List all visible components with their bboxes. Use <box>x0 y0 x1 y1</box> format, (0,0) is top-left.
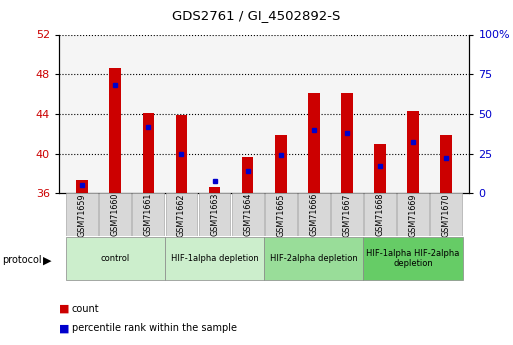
Bar <box>232 193 264 236</box>
Bar <box>264 237 364 280</box>
Bar <box>364 237 463 280</box>
Text: GSM71670: GSM71670 <box>442 193 451 237</box>
Text: GSM71663: GSM71663 <box>210 193 219 236</box>
Bar <box>66 237 165 280</box>
Bar <box>265 193 297 236</box>
Text: GSM71661: GSM71661 <box>144 193 153 236</box>
Bar <box>100 193 131 236</box>
Text: GSM71662: GSM71662 <box>177 193 186 237</box>
Text: GDS2761 / GI_4502892-S: GDS2761 / GI_4502892-S <box>172 9 341 22</box>
Text: GSM71665: GSM71665 <box>276 193 285 237</box>
Bar <box>132 193 164 236</box>
Bar <box>430 193 462 236</box>
Bar <box>364 193 396 236</box>
Bar <box>242 157 253 193</box>
Text: GSM71666: GSM71666 <box>309 193 319 236</box>
Bar <box>209 187 221 193</box>
Bar <box>308 93 320 193</box>
Text: count: count <box>72 304 100 314</box>
Bar <box>199 193 230 236</box>
Bar <box>341 93 353 193</box>
Text: GSM71664: GSM71664 <box>243 193 252 236</box>
Text: percentile rank within the sample: percentile rank within the sample <box>72 324 237 333</box>
Text: ■: ■ <box>59 304 69 314</box>
Bar <box>165 237 264 280</box>
Bar <box>76 180 88 193</box>
Text: protocol: protocol <box>2 256 42 265</box>
Text: HIF-2alpha depletion: HIF-2alpha depletion <box>270 254 358 263</box>
Text: ▶: ▶ <box>43 256 51 265</box>
Bar <box>374 144 386 193</box>
Bar <box>166 193 198 236</box>
Bar <box>397 193 429 236</box>
Text: GSM71667: GSM71667 <box>343 193 351 237</box>
Bar <box>175 115 187 193</box>
Text: GSM71668: GSM71668 <box>376 193 385 236</box>
Bar <box>331 193 363 236</box>
Bar <box>66 193 98 236</box>
Bar <box>441 135 452 193</box>
Text: GSM71659: GSM71659 <box>77 193 87 237</box>
Bar <box>109 68 121 193</box>
Bar <box>407 111 419 193</box>
Bar <box>298 193 330 236</box>
Text: control: control <box>101 254 130 263</box>
Bar <box>143 113 154 193</box>
Text: HIF-1alpha HIF-2alpha
depletion: HIF-1alpha HIF-2alpha depletion <box>366 249 460 268</box>
Bar <box>275 135 287 193</box>
Text: GSM71660: GSM71660 <box>111 193 120 236</box>
Text: GSM71669: GSM71669 <box>409 193 418 237</box>
Text: ■: ■ <box>59 324 69 333</box>
Text: HIF-1alpha depletion: HIF-1alpha depletion <box>171 254 259 263</box>
